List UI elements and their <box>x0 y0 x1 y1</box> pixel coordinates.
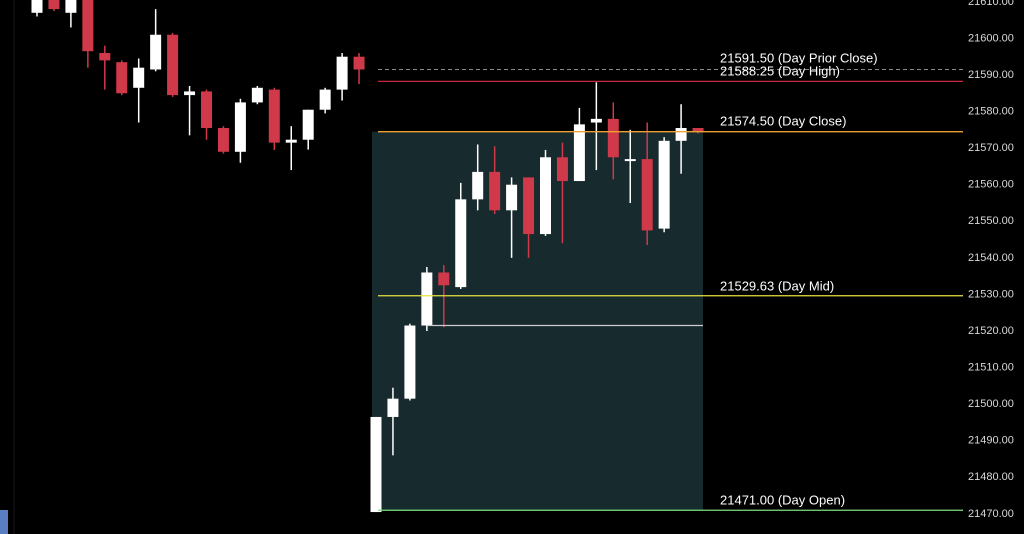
candle-body <box>489 171 501 211</box>
candle-body <box>201 91 212 129</box>
candle-body <box>31 0 43 13</box>
candle-body <box>48 0 60 10</box>
candle-body <box>675 128 687 141</box>
candle-body <box>184 91 196 96</box>
corner-widget <box>0 510 8 534</box>
candle-body <box>302 109 314 140</box>
candle-body <box>607 118 619 158</box>
candle-body <box>268 89 280 143</box>
level-label: 21591.50 (Day Prior Close) <box>720 50 878 65</box>
candle-body <box>251 87 263 103</box>
candle-body <box>319 89 331 110</box>
y-tick-label: 21560.00 <box>968 179 1014 191</box>
candle-body <box>370 416 382 513</box>
level-label: 21471.00 (Day Open) <box>720 492 845 507</box>
y-tick-label: 21500.00 <box>968 398 1014 410</box>
candle-body <box>624 159 636 162</box>
candle-body <box>387 398 399 417</box>
y-tick-label: 21520.00 <box>968 325 1014 337</box>
candle-body <box>641 159 653 231</box>
candle-body <box>540 157 551 235</box>
y-tick-label: 21570.00 <box>968 142 1014 154</box>
y-tick-label: 21470.00 <box>968 508 1014 520</box>
candle-body <box>523 177 535 235</box>
candle-body <box>116 62 128 94</box>
candle-body <box>65 0 77 13</box>
y-tick-label: 21550.00 <box>968 215 1014 227</box>
candle-body <box>404 325 416 399</box>
y-tick-label: 21590.00 <box>968 69 1014 81</box>
candle-body <box>506 184 518 211</box>
candle-body <box>217 128 229 152</box>
candle-body <box>234 102 246 152</box>
y-tick-label: 21480.00 <box>968 471 1014 483</box>
candle-body <box>421 272 433 326</box>
candle-body <box>167 34 179 96</box>
candle-body <box>590 118 602 123</box>
candle-body <box>556 157 568 182</box>
level-label: 21529.63 (Day Mid) <box>720 278 834 293</box>
y-tick-label: 21600.00 <box>968 32 1014 44</box>
candle-body <box>455 199 467 288</box>
candle-body <box>82 0 94 52</box>
candle-body <box>150 34 162 70</box>
candle-body <box>133 67 145 88</box>
candle-body <box>438 272 450 286</box>
candle-body <box>336 56 348 90</box>
y-tick-label: 21610.00 <box>968 0 1014 8</box>
y-tick-label: 21580.00 <box>968 105 1014 117</box>
level-label: 21588.25 (Day High) <box>720 63 840 78</box>
y-tick-label: 21540.00 <box>968 252 1014 264</box>
candle-body <box>658 140 670 229</box>
level-label: 21574.50 (Day Close) <box>720 113 846 128</box>
y-tick-label: 21510.00 <box>968 361 1014 373</box>
candle-body <box>353 56 365 70</box>
candle-body <box>99 53 111 61</box>
candle-body <box>472 171 484 200</box>
candle-body <box>692 128 704 132</box>
candle-body <box>573 124 585 182</box>
y-tick-label: 21530.00 <box>968 288 1014 300</box>
y-tick-label: 21490.00 <box>968 435 1014 447</box>
candle-body <box>285 139 297 143</box>
